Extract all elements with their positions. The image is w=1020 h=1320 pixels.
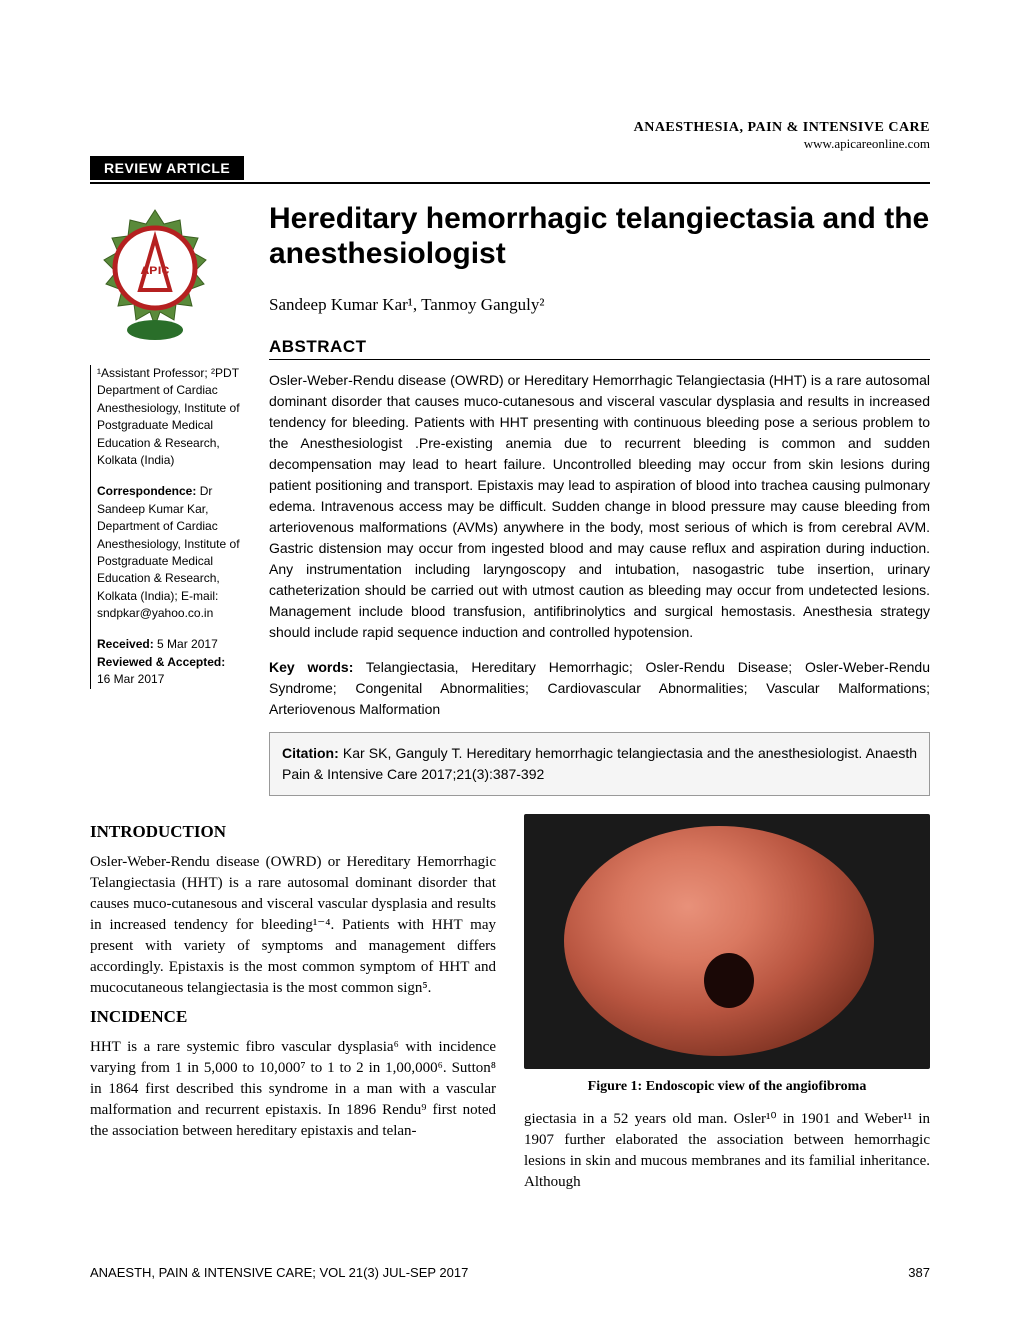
citation-text: Kar SK, Ganguly T. Hereditary hemorrhagi… <box>282 745 917 782</box>
abstract-body: Osler-Weber-Rendu disease (OWRD) or Here… <box>269 370 930 643</box>
svg-text:ᴀᴘıᴄ: ᴀᴘıᴄ <box>141 261 170 277</box>
incidence-body: HHT is a rare systemic fibro vascular dy… <box>90 1037 496 1142</box>
journal-name: ANAESTHESIA, PAIN & INTENSIVE CARE <box>90 120 930 136</box>
page-footer: ANAESTH, PAIN & INTENSIVE CARE; VOL 21(3… <box>90 1265 930 1280</box>
incidence-heading: INCIDENCE <box>90 1005 496 1029</box>
journal-url: www.apicareonline.com <box>90 136 930 152</box>
header-rule <box>90 182 930 184</box>
correspondence-block: Correspondence: Dr Sandeep Kumar Kar, De… <box>97 483 245 622</box>
endoscopic-view-graphic <box>564 826 874 1056</box>
correspondence-text: Dr Sandeep Kumar Kar, Department of Card… <box>97 484 240 620</box>
citation-label: Citation: <box>282 745 339 761</box>
sidebar-column: ᴀᴘıᴄ ¹Assistant Professor; ²PDT Departme… <box>90 202 245 796</box>
author-info-sidebar: ¹Assistant Professor; ²PDT Department of… <box>90 365 245 689</box>
keywords-label: Key words: <box>269 659 353 675</box>
received-label: Received: <box>97 637 154 651</box>
article-type-badge: REVIEW ARTICLE <box>90 156 244 180</box>
author-list: Sandeep Kumar Kar¹, Tanmoy Ganguly² <box>269 295 930 315</box>
introduction-body: Osler-Weber-Rendu disease (OWRD) or Here… <box>90 852 496 999</box>
footer-journal-info: ANAESTH, PAIN & INTENSIVE CARE; VOL 21(3… <box>90 1265 468 1280</box>
figure-1-image <box>524 814 930 1069</box>
journal-header: ANAESTHESIA, PAIN & INTENSIVE CARE www.a… <box>90 120 930 152</box>
reviewed-label: Reviewed & Accepted: <box>97 655 225 669</box>
introduction-heading: INTRODUCTION <box>90 820 496 844</box>
correspondence-label: Correspondence: <box>97 484 196 498</box>
page-number: 387 <box>908 1265 930 1280</box>
journal-logo: ᴀᴘıᴄ <box>90 202 220 347</box>
keywords-text: Telangiectasia, Hereditary Hemorrhagic; … <box>269 659 930 717</box>
received-date: 5 Mar 2017 <box>154 637 218 651</box>
affiliations: ¹Assistant Professor; ²PDT Department of… <box>97 365 245 469</box>
citation-box: Citation: Kar SK, Ganguly T. Hereditary … <box>269 732 930 796</box>
article-header-section: ᴀᴘıᴄ ¹Assistant Professor; ²PDT Departme… <box>90 202 930 796</box>
column-2-continuation: giectasia in a 52 years old man. Osler¹⁰… <box>524 1109 930 1193</box>
body-column-left: INTRODUCTION Osler-Weber-Rendu disease (… <box>90 814 496 1193</box>
dates-block: Received: 5 Mar 2017 Reviewed & Accepted… <box>97 636 245 688</box>
abstract-heading: ABSTRACT <box>269 337 930 360</box>
body-column-right: Figure 1: Endoscopic view of the angiofi… <box>524 814 930 1193</box>
logo-emblem-icon: ᴀᴘıᴄ <box>90 202 220 347</box>
keywords: Key words: Telangiectasia, Hereditary He… <box>269 657 930 720</box>
body-two-column: INTRODUCTION Osler-Weber-Rendu disease (… <box>90 814 930 1193</box>
article-title: Hereditary hemorrhagic telangiectasia an… <box>269 202 930 271</box>
main-column: Hereditary hemorrhagic telangiectasia an… <box>269 202 930 796</box>
figure-1-caption: Figure 1: Endoscopic view of the angiofi… <box>524 1077 930 1097</box>
lumen-dark-region <box>704 953 754 1008</box>
reviewed-date: 16 Mar 2017 <box>97 672 164 686</box>
